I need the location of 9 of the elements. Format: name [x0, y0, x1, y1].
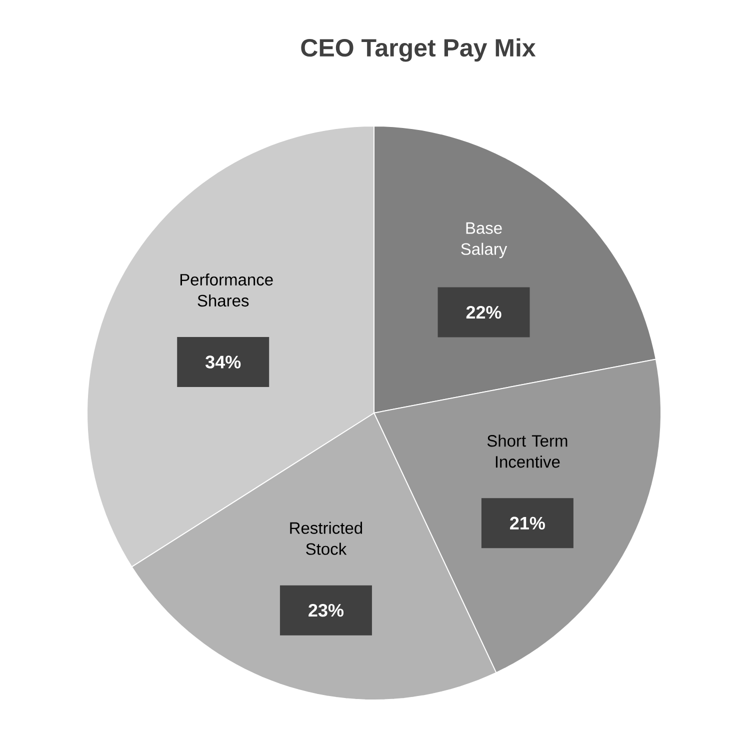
slice-label: Performance Shares — [180, 273, 273, 307]
chart-title: CEO Target Pay Mix — [301, 38, 536, 62]
slice-label: Base Salary — [461, 222, 508, 258]
data-label: 23% — [308, 604, 344, 617]
slice-label: Restricted Stock — [290, 522, 362, 555]
data-label: 34% — [206, 356, 241, 368]
data-label: 22% — [466, 306, 502, 319]
data-label: 21% — [510, 516, 545, 530]
slice-label: Short Term Incentive — [487, 434, 568, 468]
